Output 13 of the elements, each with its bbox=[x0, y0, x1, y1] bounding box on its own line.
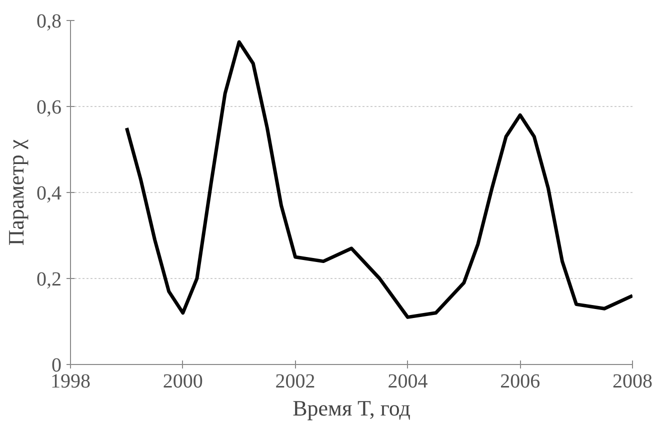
y-axis-title: Параметр χ bbox=[4, 139, 28, 246]
x-tick-label: 2000 bbox=[162, 370, 203, 392]
y-tick-label: 0,4 bbox=[36, 182, 62, 204]
x-tick-label: 1998 bbox=[50, 370, 90, 392]
x-tick-label: 2002 bbox=[275, 370, 316, 392]
x-tick-label: 2004 bbox=[388, 370, 428, 392]
y-tick-label: 0,6 bbox=[36, 96, 62, 118]
x-tick-label: 2008 bbox=[612, 370, 652, 392]
y-tick-label: 0,8 bbox=[36, 10, 62, 32]
line-series bbox=[124, 40, 632, 319]
x-tick-label: 2006 bbox=[500, 370, 540, 392]
x-axis-title: Время T, год bbox=[292, 396, 410, 420]
y-tick-label: 0,2 bbox=[36, 268, 62, 290]
